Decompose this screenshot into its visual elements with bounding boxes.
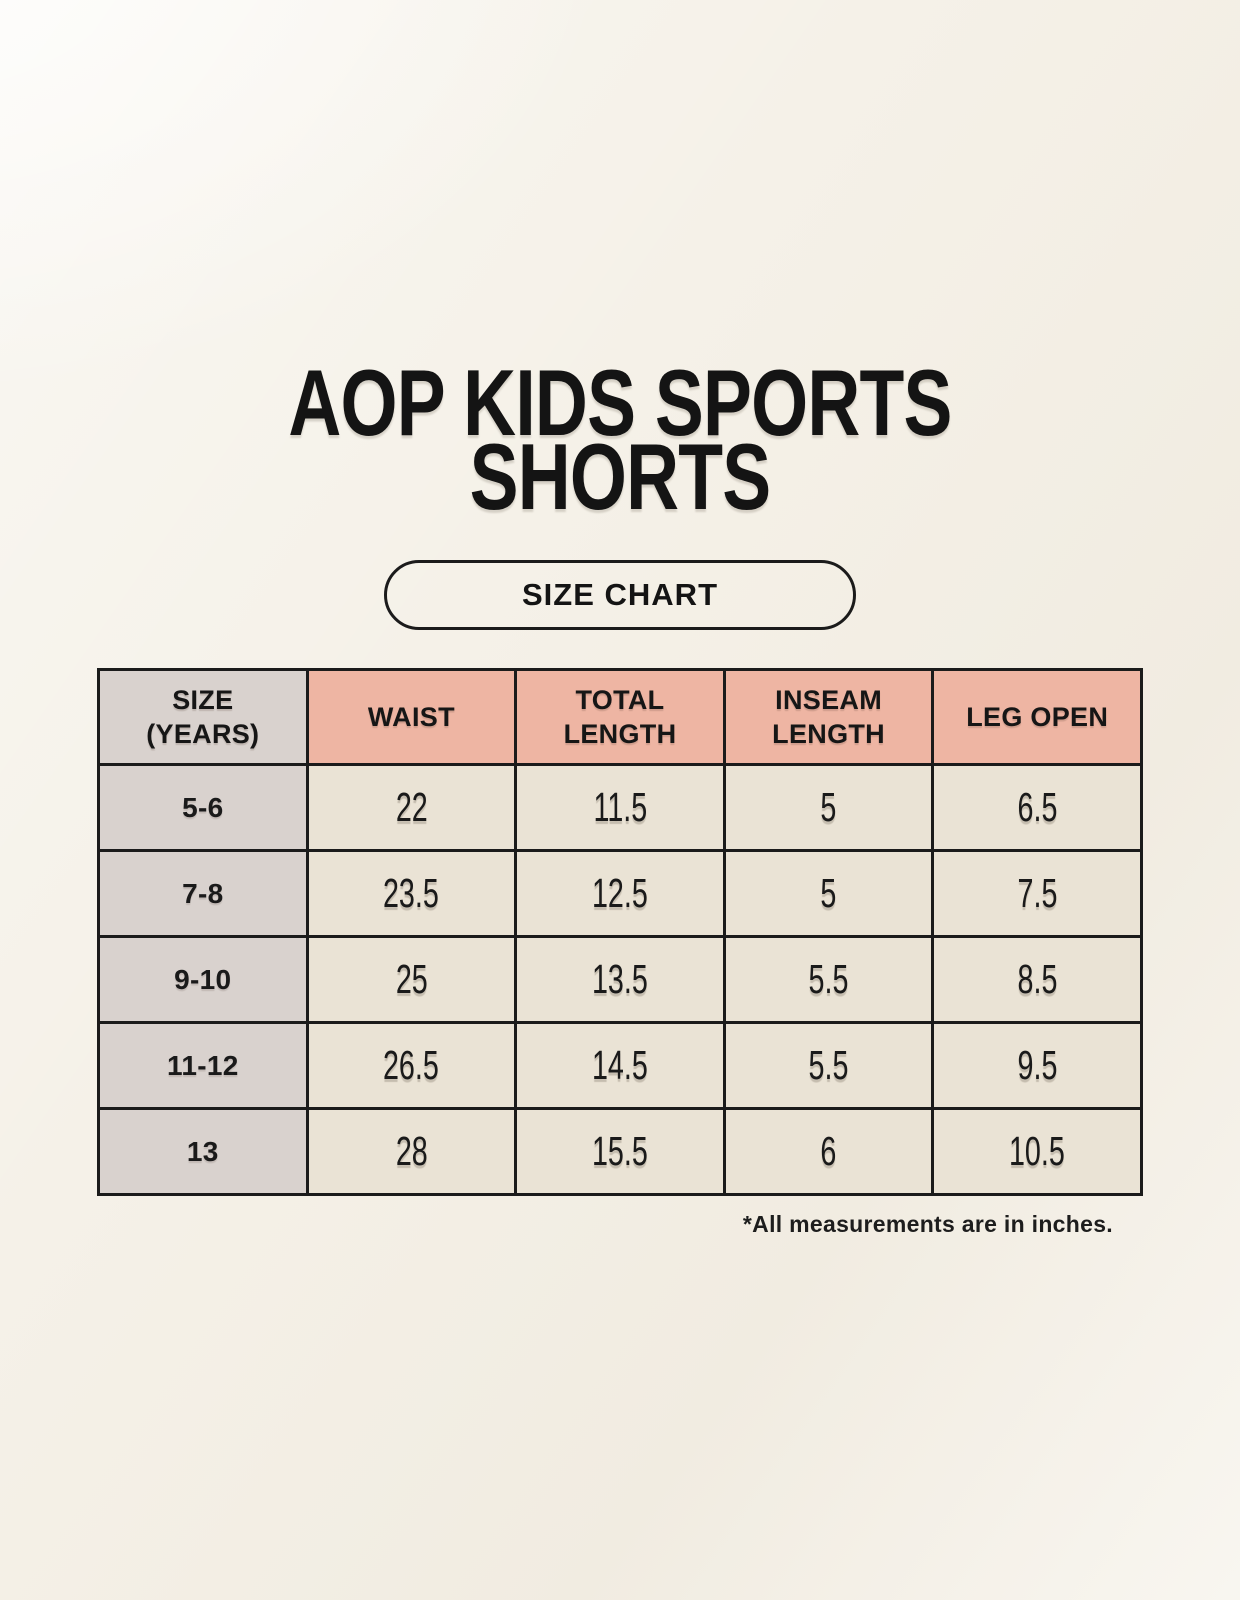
header-waist-line1: WAIST xyxy=(367,702,455,732)
page-title-line-1: AOP KIDS SPORTS xyxy=(288,350,952,455)
header-cell-size-years: SIZE (YEARS) xyxy=(97,668,309,766)
cell-inseam-length: 5 xyxy=(722,763,935,852)
table-row-13: 13 28 15.5 6 10.5 xyxy=(97,1107,1143,1196)
cell-waist: 22 xyxy=(305,763,518,852)
table-header-row: SIZE (YEARS) WAIST TOTAL LENGTH INSEAM L… xyxy=(97,668,1143,766)
header-cell-inseam-length: INSEAM LENGTH xyxy=(722,668,935,766)
cell-leg-open: 6.5 xyxy=(931,763,1143,852)
cell-total-length: 13.5 xyxy=(514,935,726,1024)
cell-leg-open: 8.5 xyxy=(931,935,1143,1024)
cell-waist: 28 xyxy=(305,1107,518,1196)
cell-waist: 25 xyxy=(305,935,518,1024)
cell-inseam-length: 5.5 xyxy=(722,1021,935,1110)
cell-total-length: 15.5 xyxy=(514,1107,726,1196)
row-label-size: 9-10 xyxy=(97,935,309,1024)
header-total-length-line1: TOTAL xyxy=(575,685,665,715)
header-size-line1: SIZE xyxy=(172,685,234,715)
size-chart-badge-label: SIZE CHART xyxy=(522,577,718,612)
header-inseam-length-line2: LENGTH xyxy=(772,719,885,749)
size-chart-badge: SIZE CHART xyxy=(384,560,856,630)
cell-leg-open: 7.5 xyxy=(931,849,1143,938)
row-label-size: 5-6 xyxy=(97,763,309,852)
cell-total-length: 14.5 xyxy=(514,1021,726,1110)
header-cell-total-length: TOTAL LENGTH xyxy=(514,668,726,766)
header-cell-leg-open: LEG OPEN xyxy=(931,668,1143,766)
cell-inseam-length: 5 xyxy=(722,849,935,938)
table-row-5-6: 5-6 22 11.5 5 6.5 xyxy=(97,763,1143,852)
page-title-line-2: SHORTS xyxy=(469,424,772,529)
header-leg-open-line1: LEG OPEN xyxy=(966,702,1109,732)
row-label-size: 11-12 xyxy=(97,1021,309,1110)
cell-total-length: 12.5 xyxy=(514,849,726,938)
page-title: AOP KIDS SPORTS SHORTS xyxy=(136,350,1103,529)
cell-total-length: 11.5 xyxy=(514,763,726,852)
cell-inseam-length: 5.5 xyxy=(722,935,935,1024)
cell-leg-open: 9.5 xyxy=(931,1021,1143,1110)
table-row-7-8: 7-8 23.5 12.5 5 7.5 xyxy=(97,849,1143,938)
row-label-size: 13 xyxy=(97,1107,309,1196)
row-label-size: 7-8 xyxy=(97,849,309,938)
table-row-9-10: 9-10 25 13.5 5.5 8.5 xyxy=(97,935,1143,1024)
cell-leg-open: 10.5 xyxy=(931,1107,1143,1196)
cell-waist: 26.5 xyxy=(305,1021,518,1110)
header-size-line2: (YEARS) xyxy=(146,719,260,749)
header-cell-waist: WAIST xyxy=(305,668,518,766)
measurements-footnote: *All measurements are in inches. xyxy=(742,1211,1113,1237)
size-chart-table: SIZE (YEARS) WAIST TOTAL LENGTH INSEAM L… xyxy=(97,668,1143,1196)
cell-waist: 23.5 xyxy=(305,849,518,938)
header-inseam-length-line1: INSEAM xyxy=(775,685,882,715)
table-row-11-12: 11-12 26.5 14.5 5.5 9.5 xyxy=(97,1021,1143,1110)
cell-inseam-length: 6 xyxy=(722,1107,935,1196)
header-total-length-line2: LENGTH xyxy=(563,719,677,749)
